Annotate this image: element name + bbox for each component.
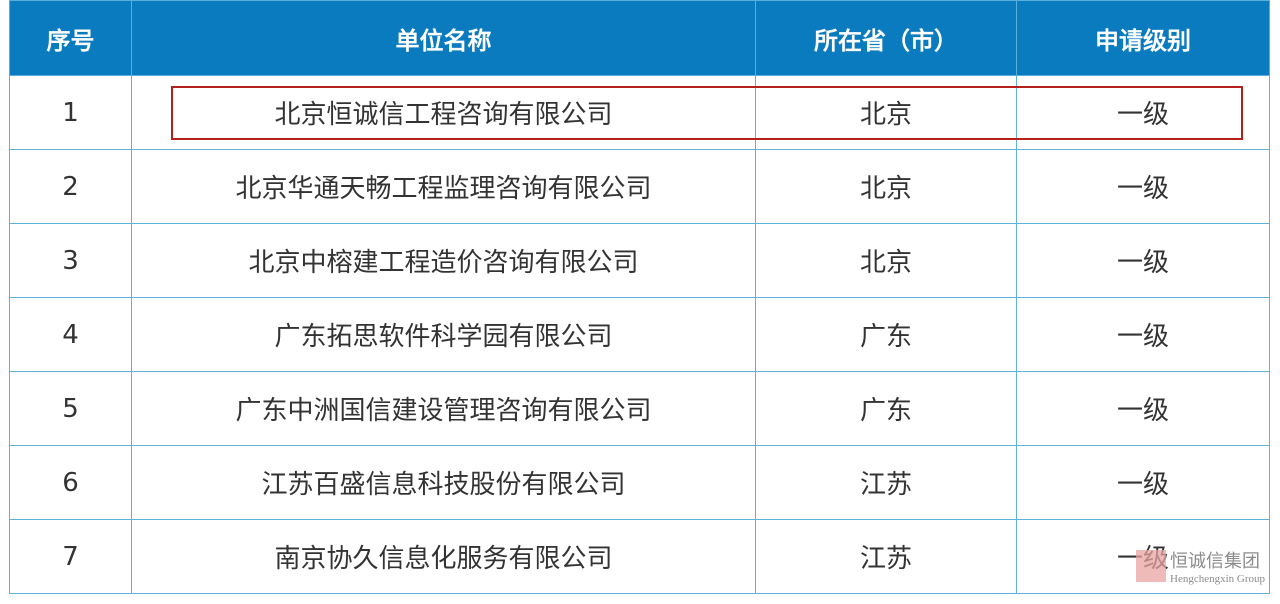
watermark: 恒诚信集团 Hengchengxin Group <box>1136 547 1265 585</box>
header-company: 单位名称 <box>131 0 756 76</box>
row-level: 一级 <box>1016 149 1270 224</box>
row-company: 南京协久信息化服务有限公司 <box>131 519 756 594</box>
row-company: 北京中榕建工程造价咨询有限公司 <box>131 223 756 298</box>
highlight-box <box>171 86 1243 140</box>
row-company: 江苏百盛信息科技股份有限公司 <box>131 445 756 520</box>
table-header-row: 序号 单位名称 所在省（市） 申请级别 <box>9 0 1270 76</box>
row-level: 一级 <box>1016 371 1270 446</box>
header-index: 序号 <box>9 0 132 76</box>
table-row: 3 北京中榕建工程造价咨询有限公司 北京 一级 <box>9 223 1270 298</box>
row-province: 江苏 <box>755 519 1017 594</box>
row-level: 一级 <box>1016 223 1270 298</box>
row-company: 北京华通天畅工程监理咨询有限公司 <box>131 149 756 224</box>
watermark-sub: Hengchengxin Group <box>1170 573 1266 585</box>
row-level: 一级 <box>1016 297 1270 372</box>
row-index: 7 <box>9 519 132 594</box>
row-index: 2 <box>9 149 132 224</box>
row-level: 一级 <box>1016 445 1270 520</box>
table-row: 7南京协久信息化服务有限公司江苏一级 <box>9 519 1270 594</box>
row-province: 北京 <box>755 149 1017 224</box>
row-company: 广东中洲国信建设管理咨询有限公司 <box>131 371 756 446</box>
row-province: 北京 <box>755 223 1017 298</box>
table-row: 5 广东中洲国信建设管理咨询有限公司 广东 一级 <box>9 371 1270 446</box>
row-index: 5 <box>9 371 132 446</box>
table-row: 6 江苏百盛信息科技股份有限公司 江苏 一级 <box>9 445 1270 520</box>
header-province: 所在省（市） <box>755 0 1017 76</box>
watermark-logo-icon <box>1136 550 1166 582</box>
table-row: 4 广东拓思软件科学园有限公司 广东 一级 <box>9 297 1270 372</box>
row-index: 3 <box>9 223 132 298</box>
header-level: 申请级别 <box>1016 0 1270 76</box>
table-row: 2 北京华通天畅工程监理咨询有限公司 北京 一级 <box>9 149 1270 224</box>
row-index: 1 <box>9 75 132 150</box>
row-index: 6 <box>9 445 132 520</box>
row-province: 江苏 <box>755 445 1017 520</box>
watermark-name: 恒诚信集团 <box>1170 551 1260 572</box>
row-company: 广东拓思软件科学园有限公司 <box>131 297 756 372</box>
row-province: 广东 <box>755 371 1017 446</box>
applicant-table: 序号 单位名称 所在省（市） 申请级别 1 北京恒诚信工程咨询有限公司 北京 一级 2 北… <box>9 0 1270 594</box>
row-index: 4 <box>9 297 132 372</box>
row-province: 广东 <box>755 297 1017 372</box>
